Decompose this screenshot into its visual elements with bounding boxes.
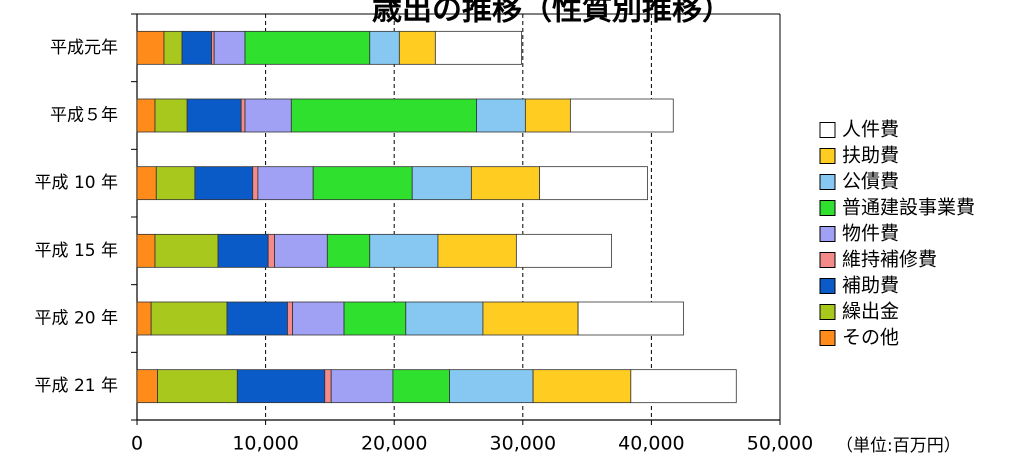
bar-segment-5-2 xyxy=(236,369,326,404)
bar-segment-3-6 xyxy=(369,233,439,268)
category-label-0: 平成元年 xyxy=(50,38,118,58)
bar-segment-5-4 xyxy=(330,369,394,404)
plot-area: 0 10,000 20,000 30,000 40,000 50,000 平成元年平成５年平… xyxy=(35,13,813,455)
bar-segment-1-4 xyxy=(244,98,292,133)
bar-segment-4-7 xyxy=(482,301,579,336)
bar-segment-2-6 xyxy=(411,166,472,201)
category-label-4: 平成 20 年 xyxy=(35,309,118,329)
unit-label: （単位:百万円） xyxy=(836,436,961,456)
bar-segment-1-1 xyxy=(154,98,188,133)
bar-segment-4-0 xyxy=(136,301,152,336)
bar-segment-5-8 xyxy=(630,369,737,404)
bar-segment-2-7 xyxy=(470,166,540,201)
bar-segment-4-3 xyxy=(287,301,294,336)
bar-segment-1-8 xyxy=(569,98,674,133)
bar-segment-2-1 xyxy=(155,166,196,201)
legend-label-6: 補助費 xyxy=(842,275,899,297)
bar-segment-3-2 xyxy=(217,233,269,268)
legend-swatch-5 xyxy=(819,252,836,268)
legend-label-4: 物件費 xyxy=(842,223,899,245)
bar-segment-5-6 xyxy=(449,369,534,404)
bar-segment-3-3 xyxy=(267,233,276,268)
bar-segment-3-1 xyxy=(154,233,219,268)
bar-segment-0-6 xyxy=(369,30,400,65)
bar-segment-2-3 xyxy=(252,166,259,201)
legend-swatch-2 xyxy=(819,174,836,190)
legend-swatch-3 xyxy=(819,200,836,216)
bar-segment-1-5 xyxy=(290,98,477,133)
bar-segment-1-3 xyxy=(240,98,246,133)
legend-label-1: 扶助費 xyxy=(842,145,899,167)
x-tick-label-1: 10,000 xyxy=(232,433,298,455)
bar-segment-5-5 xyxy=(392,369,450,404)
legend-swatch-0 xyxy=(819,122,836,138)
legend-swatch-6 xyxy=(819,278,836,294)
bar-segment-5-7 xyxy=(532,369,632,404)
legend-swatch-7 xyxy=(819,304,836,320)
x-tick-label-0: 0 xyxy=(131,433,143,455)
bar-segment-2-4 xyxy=(257,166,314,201)
bar-segment-3-0 xyxy=(136,233,156,268)
bar-segment-1-0 xyxy=(136,98,156,133)
bar-segment-2-8 xyxy=(539,166,648,201)
bar-segment-3-7 xyxy=(437,233,517,268)
bar-segment-2-0 xyxy=(136,166,157,201)
bar-segment-5-0 xyxy=(136,369,158,404)
bar-segment-3-8 xyxy=(515,233,612,268)
bar-segment-0-0 xyxy=(136,30,165,65)
x-tick-label-2: 20,000 xyxy=(361,433,427,455)
bar-segment-0-4 xyxy=(213,30,246,65)
bar-segment-2-2 xyxy=(194,166,254,201)
legend-swatch-1 xyxy=(819,148,836,164)
category-label-2: 平成 10 年 xyxy=(35,173,118,193)
bar-segment-1-6 xyxy=(476,98,526,133)
legend-swatch-4 xyxy=(819,226,836,242)
legend-label-7: 繰出金 xyxy=(842,301,899,323)
bar-segment-4-5 xyxy=(343,301,407,336)
category-label-1: 平成５年 xyxy=(50,106,118,126)
x-tick-label-5: 50,000 xyxy=(747,433,813,455)
category-label-3: 平成 15 年 xyxy=(35,241,118,261)
x-tick-label-4: 40,000 xyxy=(618,433,684,455)
legend-label-8: その他 xyxy=(842,327,899,349)
bar-segment-4-4 xyxy=(292,301,345,336)
bar-segment-4-1 xyxy=(150,301,228,336)
legend-label-3: 普通建設事業費 xyxy=(842,197,975,219)
legend-label-2: 公債費 xyxy=(842,171,899,193)
bar-segment-3-4 xyxy=(274,233,328,268)
category-label-5: 平成 21 年 xyxy=(35,376,118,396)
legend-swatch-8 xyxy=(819,330,836,346)
bar-segment-4-8 xyxy=(577,301,684,336)
bar-segment-5-3 xyxy=(324,369,332,404)
bar-segment-4-6 xyxy=(405,301,484,336)
legend-label-5: 維持補修費 xyxy=(842,249,937,271)
bar-segment-0-5 xyxy=(244,30,371,65)
bar-segment-3-5 xyxy=(326,233,371,268)
x-tick-label-3: 30,000 xyxy=(490,433,556,455)
bar-segment-0-8 xyxy=(434,30,522,65)
bar-segment-2-5 xyxy=(312,166,413,201)
bar-segment-1-7 xyxy=(524,98,571,133)
bar-segment-5-1 xyxy=(157,369,238,404)
bar-segment-0-7 xyxy=(398,30,436,65)
bar-segment-1-2 xyxy=(186,98,242,133)
bar-segment-0-1 xyxy=(163,30,183,65)
bar-segment-0-2 xyxy=(181,30,212,65)
legend-label-0: 人件費 xyxy=(842,119,899,141)
bar-segment-4-2 xyxy=(226,301,288,336)
